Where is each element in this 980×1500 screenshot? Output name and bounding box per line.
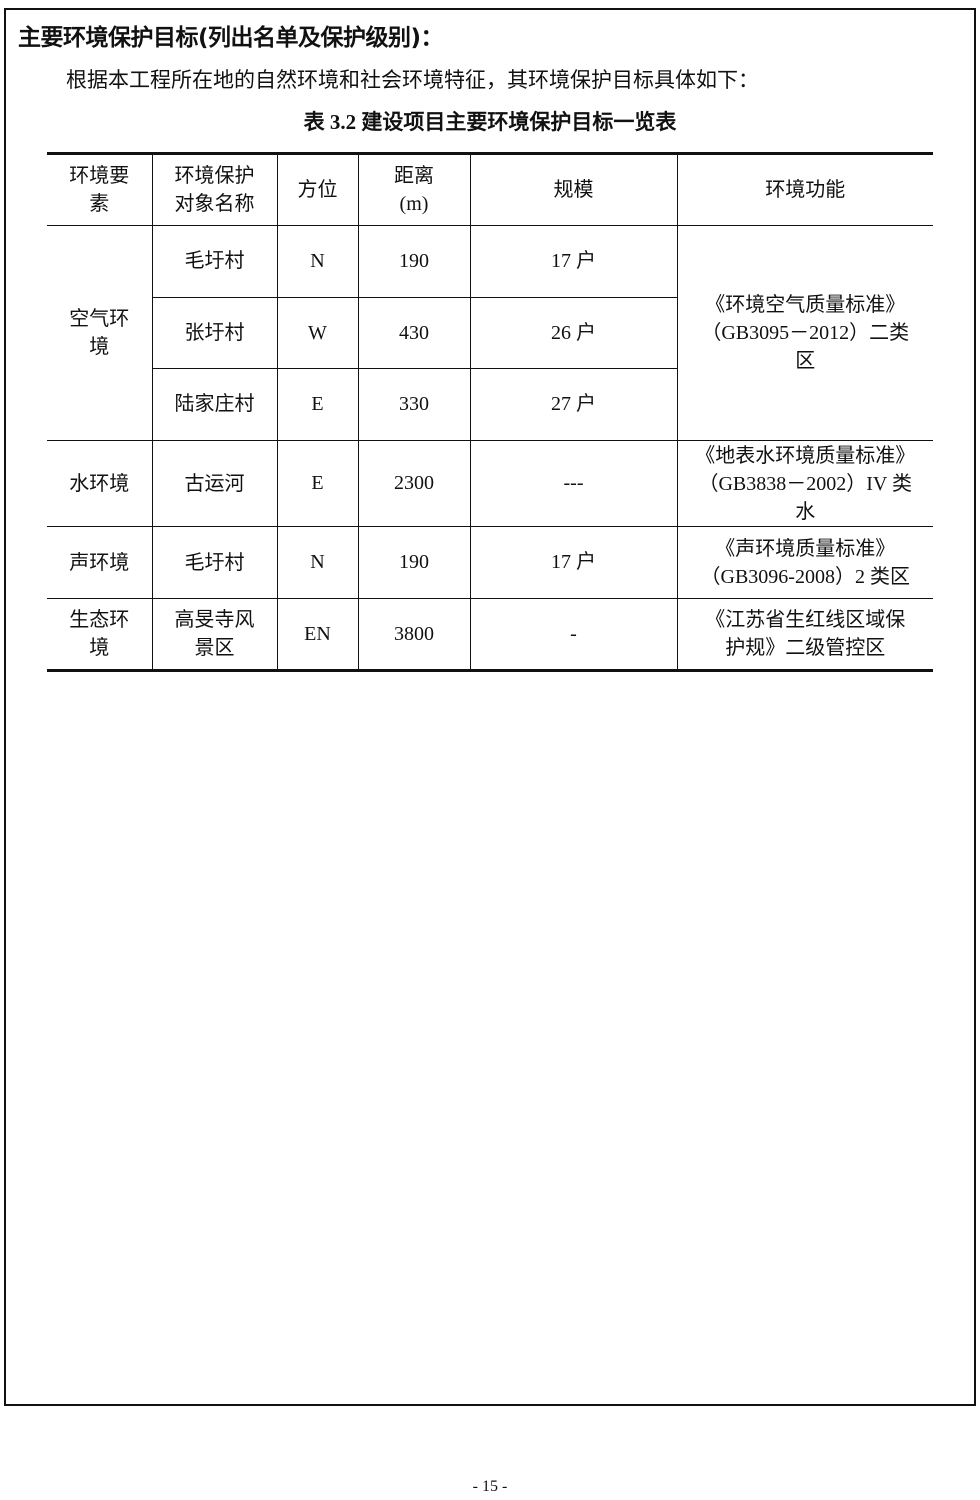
name-cell: 毛圩村 (151, 526, 278, 599)
table-row: 空气环境 毛圩村 N 190 17 户 《环境空气质量标准》 （GB3095－20… (47, 225, 933, 441)
cell-line: 高旻寺风 (174, 609, 255, 631)
function-cell: 《环境空气质量标准》 （GB3095－2012）二类区 (676, 225, 933, 441)
table-caption: 表 3.2 建设项目主要环境保护目标一览表 (303, 110, 677, 134)
cell-line: 《地表水环境质量标准》 (695, 444, 916, 467)
name-cell: 毛圩村 (151, 225, 278, 298)
direction-cell: E (276, 368, 359, 441)
section-heading: 主要环境保护目标(列出名单及保护级别)： (18, 25, 444, 51)
cell-line: 毛圩村 (184, 551, 245, 574)
header-cell: 方位 (276, 152, 359, 226)
scale-cell: 27 户 (469, 368, 677, 441)
scale-cell: 26 户 (469, 297, 677, 369)
table-row: 生态环境 高旻寺风景区 EN 3800 - 《江苏省生红线区域保 护规》二级管控区 (47, 598, 933, 672)
direction-cell: EN (276, 598, 359, 672)
direction-cell: W (276, 297, 359, 369)
header-cell: 距离 (m) (357, 152, 471, 226)
header-cell: 环境保护 对象名称 (151, 152, 278, 226)
function-cell: 《地表水环境质量标准》 （GB3838－2002）IV 类水 (676, 440, 933, 527)
distance-cell: 190 (357, 225, 471, 298)
cell-line: 水环境 (69, 472, 130, 495)
header-cell: 环境要素 (47, 152, 153, 226)
cell-line: 景区 (194, 637, 235, 659)
table-row: 水环境 古运河 E 2300 --- 《地表水环境质量标准》 （GB3838－20… (47, 440, 933, 527)
cell-line: 对象名称 (174, 193, 255, 215)
name-cell: 张圩村 (152, 297, 278, 369)
protection-targets-table: 环境要素 环境保护对象名称 方位 距离 (m) 规模 环境功能 空气环境 毛圩村 … (47, 152, 933, 672)
cell-line: 《环境空气质量标准》 (705, 294, 906, 316)
cell-line: 空气环 (69, 308, 130, 330)
table-row: 陆家庄村 E 330 27 户 (47, 368, 933, 441)
cell-line: （GB3095－2012）二类 (701, 322, 910, 344)
scale-cell: --- (469, 440, 678, 527)
cell-line: 环境功能 (765, 179, 846, 201)
element-cell: 空气环境 (47, 225, 153, 441)
cell-line: 《声环境质量标准》 (715, 537, 896, 560)
cell-line: 水 (795, 500, 816, 523)
name-cell: 陆家庄村 (152, 368, 278, 441)
cell-line: 素 (89, 193, 110, 215)
cell-line: 规模 (553, 179, 594, 201)
name-cell: 古运河 (151, 440, 278, 527)
page-frame (4, 8, 976, 1406)
header-cell: 规模 (469, 152, 678, 226)
scale-cell: - (469, 598, 678, 672)
distance-cell: 330 (357, 368, 471, 441)
cell-line: （GB3096-2008）2 类区 (700, 565, 910, 588)
cell-line: 护规》二级管控区 (725, 637, 886, 659)
cell-line: 境 (89, 336, 110, 358)
distance-cell: 2300 (357, 440, 471, 527)
element-cell: 水环境 (47, 440, 153, 527)
cell-line: 《江苏省生红线区域保 (705, 609, 906, 631)
distance-cell: 430 (357, 297, 471, 369)
header-cell: 环境功能 (676, 152, 933, 226)
cell-line: 环境保护 (174, 165, 255, 187)
table-row: 声环境 毛圩村 N 190 17 户 《声环境质量标准》 （GB3096-2008… (47, 526, 933, 599)
intro-paragraph: 根据本工程所在地的自然环境和社会环境特征，其环境保护目标具体如下： (66, 68, 759, 92)
table-header-row: 环境要素 环境保护对象名称 方位 距离 (m) 规模 环境功能 (47, 152, 933, 226)
cell-line: 声环境 (69, 551, 130, 574)
function-cell: 《江苏省生红线区域保 护规》二级管控区 (676, 598, 933, 672)
direction-cell: N (276, 225, 359, 298)
function-cell: 《声环境质量标准》 （GB3096-2008）2 类区 (676, 526, 933, 599)
distance-cell: 3800 (357, 598, 471, 672)
name-cell: 高旻寺风 景区 (151, 598, 278, 672)
distance-cell: 190 (357, 526, 471, 599)
cell-line: 生态环 (69, 609, 130, 631)
cell-line: (m) (399, 193, 429, 215)
page-number: - 15 - (472, 1478, 508, 1495)
cell-line: 境 (89, 637, 110, 659)
table-row: 张圩村 W 430 26 户 (47, 297, 933, 369)
scale-cell: 17 户 (469, 225, 678, 298)
element-cell: 生态环境 (47, 598, 153, 672)
cell-line: 方位 (297, 179, 338, 201)
cell-line: 区 (795, 350, 816, 372)
cell-line: （GB3838－2002）IV 类 (698, 472, 913, 495)
direction-cell: N (276, 526, 359, 599)
direction-cell: E (276, 440, 359, 527)
element-cell: 声环境 (47, 526, 153, 599)
scale-cell: 17 户 (469, 526, 678, 599)
cell-line: 距离 (394, 165, 434, 187)
cell-line: 环境要 (69, 165, 130, 187)
cell-line: 古运河 (184, 472, 245, 495)
